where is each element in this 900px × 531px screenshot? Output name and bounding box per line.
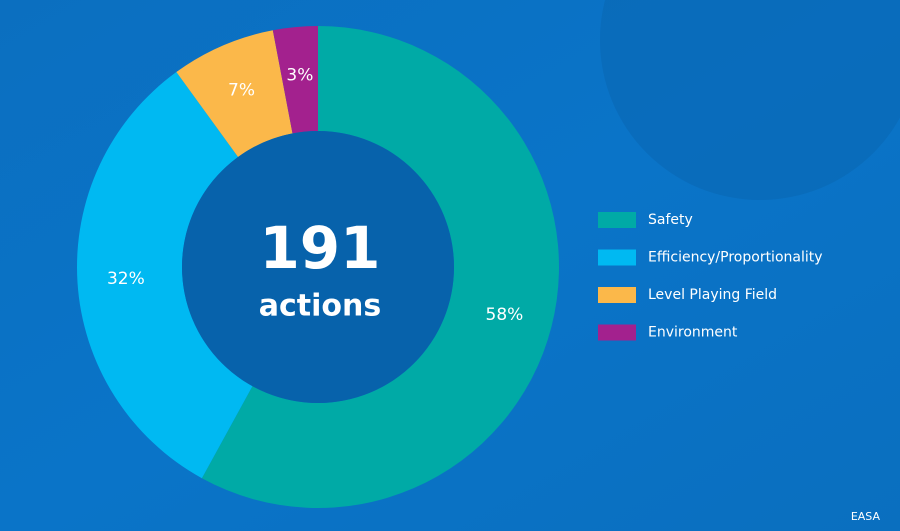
legend-swatch xyxy=(598,287,636,303)
legend-label: Environment xyxy=(648,325,738,341)
background-shape xyxy=(600,0,900,200)
source: EASA xyxy=(851,510,881,523)
legend-swatch xyxy=(598,212,636,228)
legend-label: Safety xyxy=(648,212,693,228)
value-label: 32% xyxy=(107,269,145,289)
value-label: 3% xyxy=(286,65,313,85)
legend-swatch xyxy=(598,324,636,341)
donut-hole xyxy=(182,131,454,403)
center-label: actions xyxy=(259,289,381,324)
legend-label: Efficiency/Proportionality xyxy=(648,250,823,266)
legend-swatch xyxy=(598,249,636,266)
value-label: 58% xyxy=(486,305,524,325)
slice xyxy=(176,30,293,157)
value-label: 7% xyxy=(228,80,255,100)
center-value: 191 xyxy=(259,214,380,282)
slice xyxy=(272,26,318,134)
legend-label: Level Playing Field xyxy=(648,287,777,303)
slice xyxy=(201,26,559,508)
slice xyxy=(76,72,253,479)
